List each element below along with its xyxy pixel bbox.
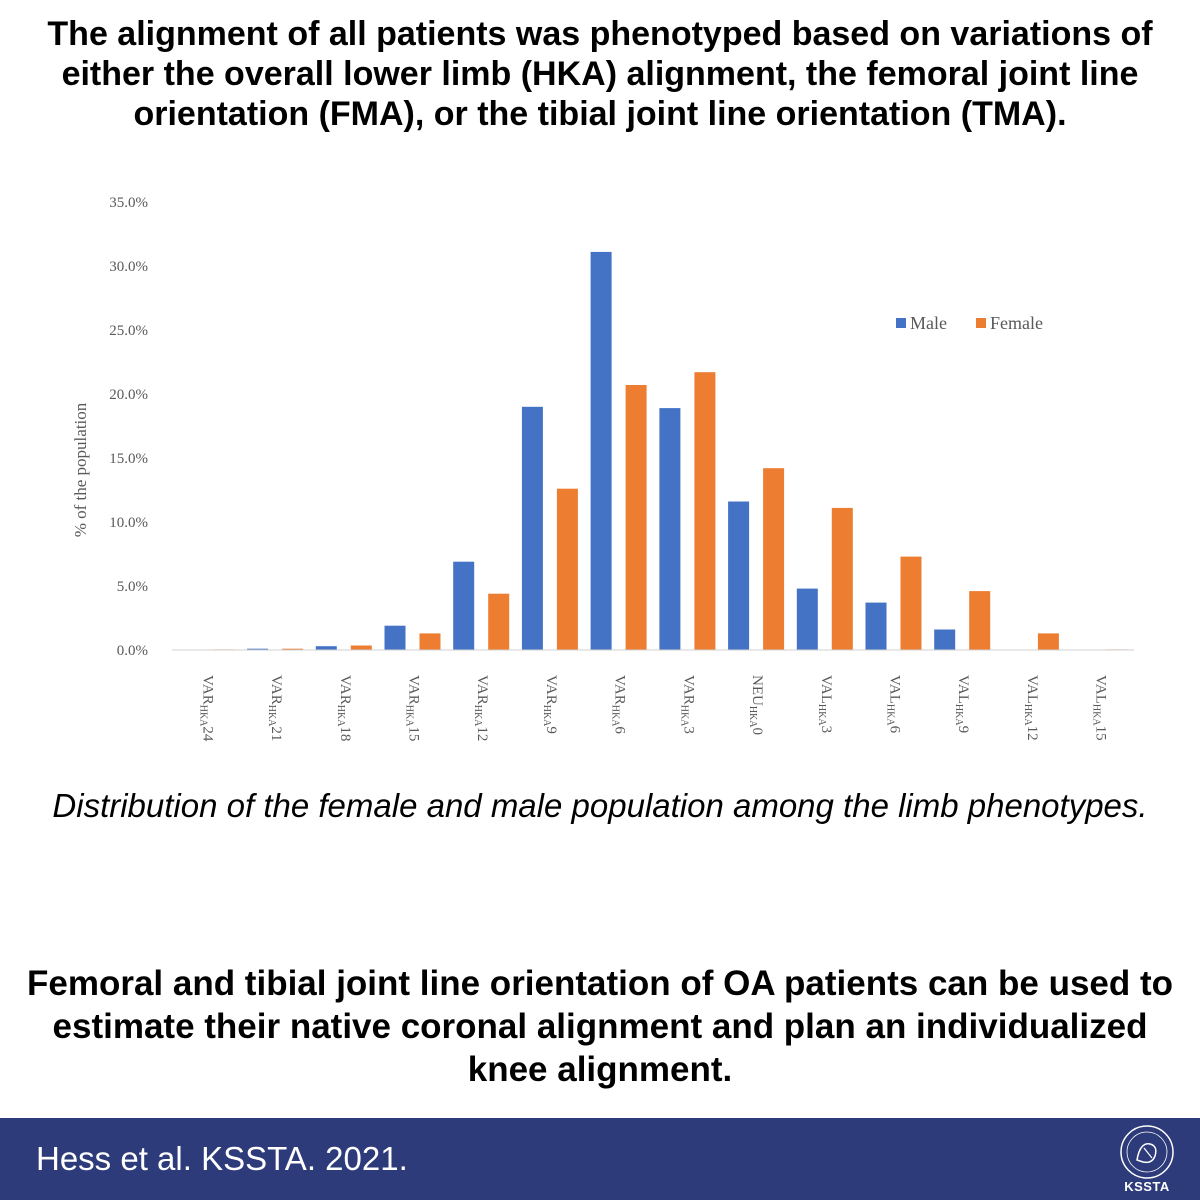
y-tick-label: 0.0% [117, 643, 148, 659]
y-tick-label: 35.0% [109, 195, 148, 211]
y-axis-label: % of the population [71, 402, 90, 537]
bar-male-4 [453, 561, 475, 650]
bar-male-6 [590, 251, 612, 650]
x-tick-labels: VARHKA24 VARHKA21 VARHKA18 VARHKA15 VARHKA12… [197, 675, 1108, 742]
footer-bar: Hess et al. KSSTA. 2021. KSSTA [0, 1118, 1200, 1200]
legend-swatch-male [896, 318, 906, 328]
y-tick-label: 10.0% [109, 515, 148, 531]
y-tick-label: 25.0% [109, 323, 148, 339]
bar-female-5 [556, 488, 578, 650]
x-tick-label: VARHKA21 [266, 675, 284, 741]
bar-female-8 [763, 468, 785, 650]
y-tick-label: 20.0% [109, 387, 148, 403]
x-tick-label: VARHKA12 [472, 675, 490, 741]
bar-male-11 [934, 629, 956, 650]
figure-caption: Distribution of the female and male popu… [52, 787, 1148, 824]
legend-label-male: Male [910, 313, 947, 333]
x-tick-label: VARHKA18 [334, 675, 352, 741]
x-tick-label: VALHKA12 [1022, 675, 1040, 741]
y-tick-label: 15.0% [109, 451, 148, 467]
bars [213, 251, 1128, 650]
bar-male-7 [659, 408, 681, 650]
x-tick-label: VARHKA9 [541, 675, 559, 734]
x-tick-label: VALHKA9 [953, 675, 971, 733]
logo-name: KSSTA [1124, 1179, 1170, 1194]
bar-female-12 [1037, 633, 1059, 650]
bar-male-10 [865, 602, 887, 650]
x-tick-label: VARHKA3 [678, 675, 696, 734]
bar-female-9 [831, 507, 853, 650]
bar-male-9 [796, 588, 818, 650]
x-tick-label: VARHKA24 [197, 675, 215, 742]
y-tick-label: 30.0% [109, 259, 148, 275]
x-tick-label: VARHKA6 [609, 675, 627, 734]
bar-female-10 [900, 556, 922, 650]
bar-female-1 [282, 648, 304, 650]
legend: Male Female [896, 313, 1043, 333]
conclusion-text: Femoral and tibial joint line orientatio… [26, 964, 1174, 1089]
bar-female-11 [969, 591, 991, 650]
x-tick-label: NEUHKA0 [747, 675, 765, 735]
bar-female-7 [694, 372, 716, 650]
legend-label-female: Female [990, 313, 1043, 333]
bar-chart: 0.0% 5.0% 10.0% 15.0% 20.0% 25.0% 30.0% 35.0% %… [71, 195, 1134, 742]
x-tick-label: VALHKA15 [1090, 675, 1108, 741]
x-tick-label: VALHKA6 [884, 675, 902, 734]
y-axis: 0.0% 5.0% 10.0% 15.0% 20.0% 25.0% 30.0% 35.0% [109, 195, 148, 659]
kssta-logo: KSSTA [1110, 1122, 1184, 1198]
bar-male-1 [247, 648, 269, 650]
bar-female-2 [350, 645, 372, 650]
bar-male-5 [521, 406, 543, 650]
headline: The alignment of all patients was phenot… [47, 15, 1153, 133]
bar-female-3 [419, 633, 441, 650]
x-tick-label: VALHKA3 [815, 675, 833, 733]
bar-female-6 [625, 385, 647, 650]
legend-swatch-female [976, 318, 986, 328]
logo-emblem-icon [1120, 1125, 1174, 1179]
y-tick-label: 5.0% [117, 579, 148, 595]
x-tick-label: VARHKA15 [403, 675, 421, 741]
bar-male-2 [315, 646, 337, 650]
bar-female-4 [488, 593, 510, 650]
bar-male-3 [384, 625, 406, 650]
citation: Hess et al. KSSTA. 2021. [36, 1140, 408, 1177]
bar-male-8 [728, 501, 750, 650]
